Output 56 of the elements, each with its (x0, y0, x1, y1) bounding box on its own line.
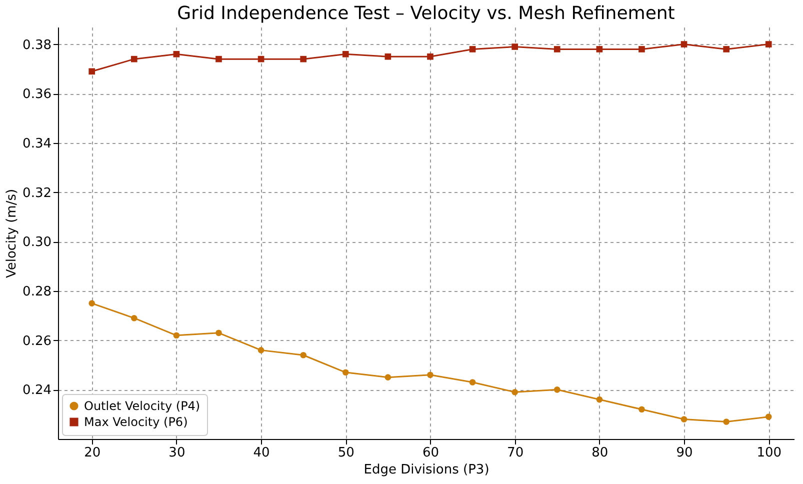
point (88, 300, 95, 306)
point (173, 332, 180, 339)
x-tick-label: 50 (338, 446, 354, 460)
point (88, 68, 95, 75)
legend-label: Outlet Velocity (P4) (84, 399, 200, 413)
point (723, 418, 730, 425)
point (554, 46, 560, 52)
point (469, 379, 476, 386)
point (765, 41, 772, 48)
point (173, 50, 180, 58)
point (216, 330, 222, 336)
x-tick-label: 80 (592, 446, 608, 460)
point (427, 53, 434, 60)
x-tick-label: 90 (676, 446, 693, 460)
point (638, 406, 645, 413)
x-tick-label: 70 (507, 446, 524, 460)
point (130, 56, 138, 62)
point (596, 396, 603, 403)
y-tick-label: 0.36 (22, 87, 52, 102)
point (342, 369, 349, 376)
point (596, 46, 603, 52)
point (680, 416, 688, 422)
y-axis-title: Velocity (m/s) (4, 188, 20, 278)
point (723, 46, 730, 52)
y-tick-label: 0.24 (22, 383, 52, 398)
point (512, 44, 518, 50)
x-tick-label: 40 (253, 446, 270, 460)
point (680, 41, 688, 48)
chart-title: Grid Independence Test – Velocity vs. Mesh Refinement (177, 3, 675, 24)
y-tick-label: 0.34 (22, 136, 52, 152)
x-tick-label: 100 (756, 446, 782, 460)
point (638, 46, 645, 52)
point (469, 46, 476, 52)
x-tick-label: 20 (84, 446, 101, 460)
y-tick-label: 0.32 (22, 186, 52, 201)
x-tick-label: 30 (168, 446, 186, 460)
y-tick-label: 0.38 (22, 38, 52, 53)
point (554, 386, 560, 393)
point (300, 352, 306, 358)
point (384, 53, 392, 60)
y-tick-label: 0.30 (22, 235, 52, 250)
point (765, 414, 772, 420)
legend-label: Max Velocity (P6) (84, 415, 188, 429)
point (130, 314, 138, 322)
y-tick-label: 0.28 (22, 284, 52, 300)
x-axis-title: Edge Divisions (P3) (364, 462, 490, 478)
x-tick-label: 60 (422, 446, 440, 460)
point (512, 388, 518, 396)
point (300, 56, 306, 62)
point (258, 56, 264, 62)
y-tick-label: 0.26 (22, 334, 52, 349)
point (427, 372, 434, 378)
point (258, 347, 264, 354)
point (384, 374, 392, 380)
point (342, 50, 349, 58)
point (216, 56, 222, 62)
